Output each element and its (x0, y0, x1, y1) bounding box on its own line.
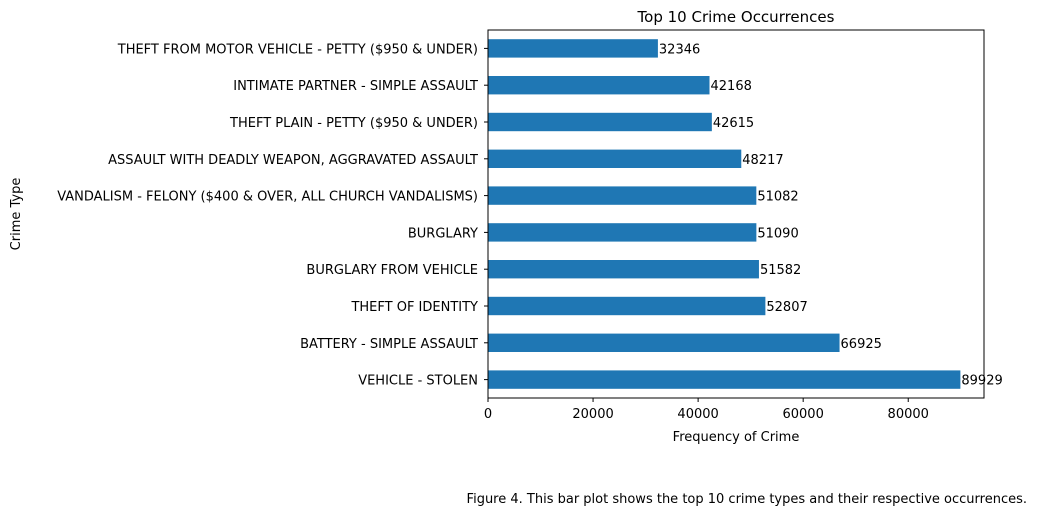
bar-value-label: 89929 (961, 374, 1002, 389)
y-tick-label: ASSAULT WITH DEADLY WEAPON, AGGRAVATED A… (108, 153, 478, 168)
x-tick-label: 40000 (677, 407, 718, 422)
bar-value-label: 42168 (711, 79, 752, 94)
bar-value-label: 48217 (742, 153, 783, 168)
y-tick-label: THEFT OF IDENTITY (350, 300, 478, 315)
y-tick-label: INTIMATE PARTNER - SIMPLE ASSAULT (233, 79, 478, 94)
bars-group: 89929 66925 52807 51582 51090 51082 48217 42615… (488, 39, 1003, 389)
bar (488, 333, 840, 352)
bar (488, 112, 712, 132)
bar (488, 296, 766, 316)
bar (488, 370, 961, 389)
bar (488, 39, 658, 58)
plot-frame (487, 29, 985, 399)
figure-caption: Figure 4. This bar plot shows the top 10… (466, 492, 1027, 507)
y-tick-label: THEFT FROM MOTOR VEHICLE - PETTY ($950 &… (117, 42, 478, 57)
bar (488, 260, 759, 279)
bar-value-label: 42615 (713, 116, 754, 131)
bar-value-label: 52807 (766, 300, 807, 315)
y-tick-group: VEHICLE - STOLEN BATTERY - SIMPLE ASSAULT… (57, 42, 488, 389)
chart-title: Top 10 Crime Occurrences (637, 8, 835, 26)
y-tick-label: BATTERY - SIMPLE ASSAULT (300, 337, 478, 352)
y-tick-label: VANDALISM - FELONY ($400 & OVER, ALL CHU… (57, 190, 478, 205)
y-tick-label: BURGLARY FROM VEHICLE (306, 263, 478, 278)
bar-value-label: 32346 (659, 42, 700, 57)
bar (488, 223, 757, 242)
x-tick-label: 0 (484, 407, 492, 422)
bar-value-label: 51082 (757, 190, 798, 205)
bar (488, 186, 757, 205)
x-axis-label: Frequency of Crime (673, 430, 800, 445)
bar (488, 149, 742, 168)
x-tick-group: 0 20000 40000 60000 80000 (484, 398, 929, 422)
y-tick-label: VEHICLE - STOLEN (358, 374, 478, 389)
bar-value-label: 51582 (760, 263, 801, 278)
bar-value-label: 66925 (841, 337, 882, 352)
y-tick-label: BURGLARY (408, 226, 478, 241)
y-axis-label: Crime Type (9, 178, 24, 251)
bar-value-label: 51090 (757, 226, 798, 241)
bar (488, 76, 710, 95)
x-tick-label: 80000 (888, 407, 929, 422)
y-tick-label: THEFT PLAIN - PETTY ($950 & UNDER) (229, 116, 478, 131)
x-tick-label: 20000 (572, 407, 613, 422)
x-tick-label: 60000 (782, 407, 823, 422)
